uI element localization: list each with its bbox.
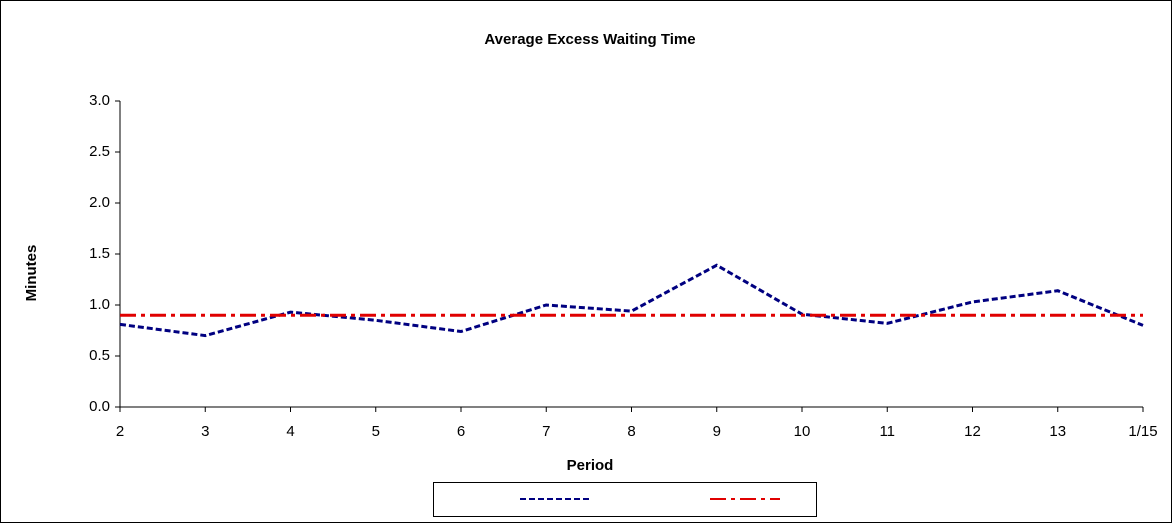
x-tick-label: 8 xyxy=(627,423,635,440)
y-tick-label: 3.0 xyxy=(89,92,110,109)
y-tick-label: 1.0 xyxy=(89,296,110,313)
x-tick-label: 3 xyxy=(201,423,209,440)
x-tick-label: 2 xyxy=(116,423,124,440)
y-tick-label: 1.5 xyxy=(89,245,110,262)
x-tick-label: 7 xyxy=(542,423,550,440)
x-tick-label: 11 xyxy=(879,423,895,440)
x-tick-label: 12 xyxy=(964,423,981,440)
x-tick-label: 9 xyxy=(713,423,721,440)
chart-title: Average Excess Waiting Time xyxy=(484,31,695,48)
line-series xyxy=(119,263,1144,338)
x-tick-label: 1/15 xyxy=(1128,423,1157,440)
legend-box xyxy=(433,482,817,517)
x-tick-label: 6 xyxy=(457,423,465,440)
x-tick-label: 4 xyxy=(286,423,294,440)
x-axis-label: Period xyxy=(567,457,614,474)
x-tick-label: 10 xyxy=(794,423,811,440)
y-axis-label: Minutes xyxy=(23,245,40,302)
y-tick-label: 2.0 xyxy=(89,194,110,211)
y-tick-label: 0.0 xyxy=(89,398,110,415)
y-tick-label: 2.5 xyxy=(89,143,110,160)
x-tick-label: 5 xyxy=(372,423,380,440)
x-tick-label: 13 xyxy=(1049,423,1066,440)
y-tick-label: 0.5 xyxy=(89,347,110,364)
